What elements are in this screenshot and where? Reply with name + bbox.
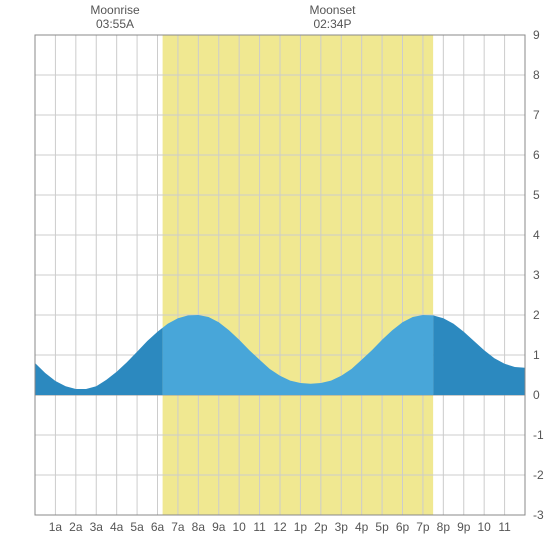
y-tick-label: 8 xyxy=(533,68,540,82)
x-tick-label: 5p xyxy=(375,520,389,534)
tide-chart: 1a2a3a4a5a6a7a8a9a1011121p2p3p4p5p6p7p8p… xyxy=(0,0,550,550)
moon-event-time: 03:55A xyxy=(96,17,134,31)
y-tick-label: 3 xyxy=(533,268,540,282)
x-tick-label: 11 xyxy=(253,520,266,534)
y-tick-label: 2 xyxy=(533,308,540,322)
y-tick-label: -2 xyxy=(533,468,544,482)
x-tick-label: 2a xyxy=(69,520,83,534)
y-tick-label: 5 xyxy=(533,188,540,202)
moon-event-label: Moonset xyxy=(309,3,356,17)
y-tick-label: 1 xyxy=(533,348,540,362)
x-tick-label: 8a xyxy=(192,520,206,534)
x-tick-label: 10 xyxy=(232,520,246,534)
x-tick-label: 1p xyxy=(294,520,308,534)
chart-svg: 1a2a3a4a5a6a7a8a9a1011121p2p3p4p5p6p7p8p… xyxy=(0,0,550,550)
x-tick-label: 5a xyxy=(130,520,144,534)
y-tick-label: -3 xyxy=(533,508,544,522)
x-tick-label: 6a xyxy=(151,520,165,534)
moon-event-label: Moonrise xyxy=(90,3,140,17)
x-tick-label: 7p xyxy=(416,520,430,534)
x-tick-label: 12 xyxy=(273,520,287,534)
x-tick-label: 10 xyxy=(477,520,491,534)
y-tick-label: 4 xyxy=(533,228,540,242)
x-tick-label: 4p xyxy=(355,520,369,534)
x-tick-label: 1a xyxy=(49,520,63,534)
y-tick-label: 7 xyxy=(533,108,540,122)
x-tick-label: 3p xyxy=(335,520,349,534)
y-tick-label: -1 xyxy=(533,428,544,442)
y-tick-label: 0 xyxy=(533,388,540,402)
x-tick-label: 7a xyxy=(171,520,185,534)
x-tick-label: 9p xyxy=(457,520,471,534)
x-tick-label: 3a xyxy=(90,520,104,534)
x-tick-label: 9a xyxy=(212,520,226,534)
moon-event-time: 02:34P xyxy=(313,17,351,31)
x-tick-label: 8p xyxy=(437,520,451,534)
x-tick-label: 6p xyxy=(396,520,410,534)
x-tick-label: 4a xyxy=(110,520,124,534)
y-tick-label: 6 xyxy=(533,148,540,162)
y-tick-label: 9 xyxy=(533,28,540,42)
x-tick-label: 11 xyxy=(498,520,511,534)
x-tick-label: 2p xyxy=(314,520,328,534)
